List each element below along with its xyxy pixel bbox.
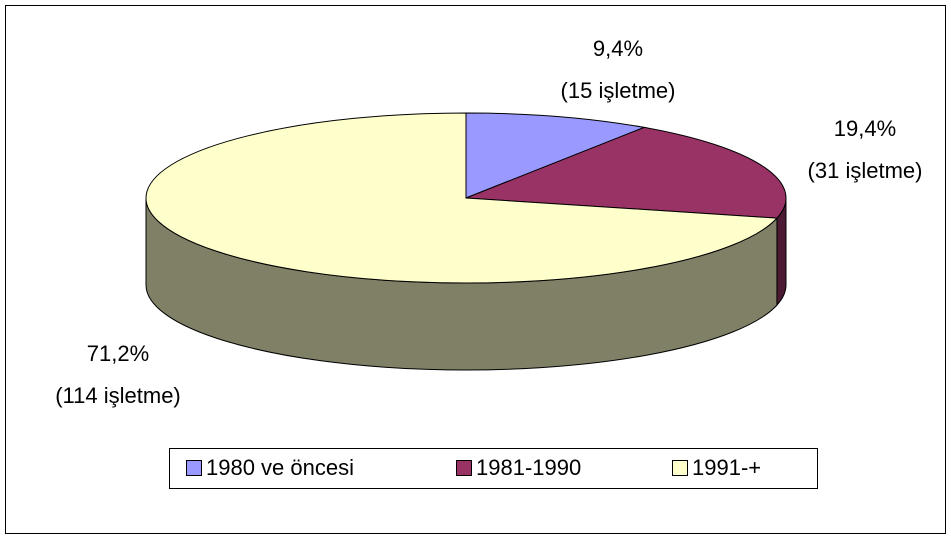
data-label: 19,4% (834, 116, 896, 141)
pie-slice (145, 112, 779, 284)
legend-box (169, 448, 818, 489)
legend-swatch (672, 460, 688, 476)
data-label: 9,4% (593, 36, 643, 61)
legend-swatch (186, 460, 202, 476)
data-label-count: (114 işletme) (55, 383, 181, 408)
pie-slice (465, 126, 787, 219)
legend-label: 1980 ve öncesi (206, 455, 354, 480)
legend-label: 1981-1990 (476, 455, 581, 480)
data-label: 71,2% (87, 341, 149, 366)
pie-slice (465, 112, 647, 199)
data-label-count: (31 işletme) (808, 158, 923, 183)
data-label-count: (15 işletme) (561, 78, 676, 103)
legend-swatch (456, 460, 472, 476)
legend-label: 1991-+ (692, 455, 761, 480)
